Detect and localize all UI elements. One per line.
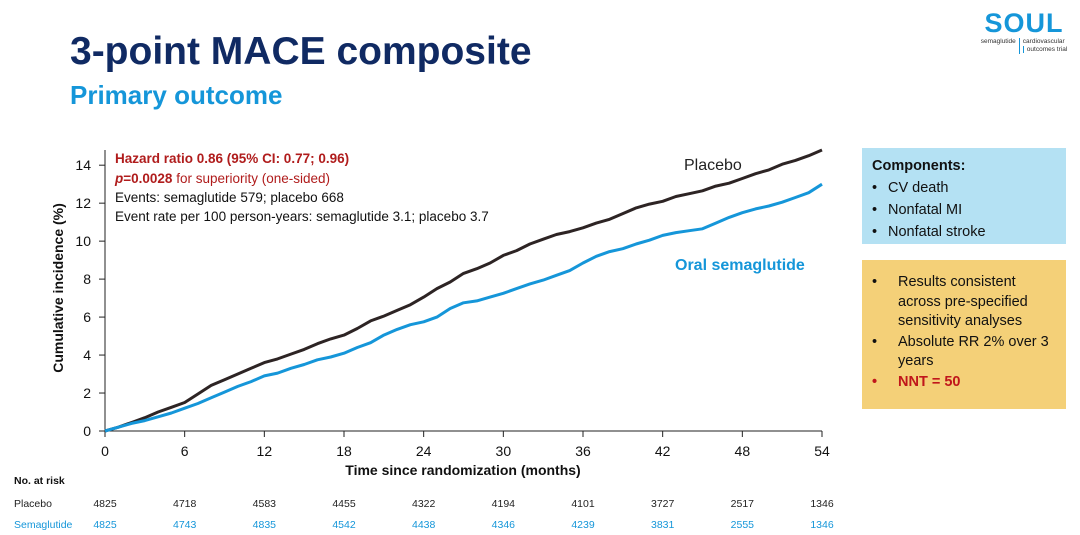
results-list: Results consistent across pre-specified … bbox=[872, 273, 1056, 392]
logo-wordmark: SOUL bbox=[984, 8, 1064, 38]
risk-cell-placebo: 4455 bbox=[332, 498, 356, 510]
slide-title: 3-point MACE composite bbox=[70, 30, 532, 73]
logo-tag-right-1: cardiovascular bbox=[1022, 38, 1065, 45]
risk-cell-placebo: 2517 bbox=[730, 498, 755, 510]
result-item: Absolute RR 2% over 3 years bbox=[872, 333, 1056, 372]
risk-cell-placebo: 4825 bbox=[93, 498, 117, 510]
x-axis-title: Time since randomization (months) bbox=[345, 462, 580, 478]
risk-table-heading: No. at risk bbox=[14, 475, 65, 487]
p-note: for superiority (one-sided) bbox=[172, 171, 330, 186]
soul-logo: SOUL semaglutide cardiovascular outcomes … bbox=[978, 8, 1070, 54]
components-list: CV death Nonfatal MI Nonfatal stroke bbox=[872, 177, 1056, 243]
components-heading: Components: bbox=[872, 158, 966, 174]
hazard-ratio-text: Hazard ratio 0.86 (95% CI: 0.77; 0.96) bbox=[115, 151, 349, 166]
risk-cell-placebo: 4194 bbox=[491, 498, 516, 510]
risk-cell-semaglutide: 3831 bbox=[650, 519, 675, 531]
x-tick-label: 54 bbox=[814, 443, 830, 459]
y-tick-label: 10 bbox=[75, 233, 91, 249]
risk-cell-placebo: 4101 bbox=[571, 498, 595, 510]
risk-cell-semaglutide: 4835 bbox=[252, 519, 277, 531]
logo-tag-right: cardiovascular outcomes trial bbox=[1018, 38, 1068, 54]
placebo-curve bbox=[104, 148, 823, 433]
component-item: Nonfatal stroke bbox=[872, 221, 1056, 243]
risk-cell-placebo: 3727 bbox=[650, 498, 675, 510]
semaglutide-curve bbox=[104, 182, 823, 433]
component-item: Nonfatal MI bbox=[872, 199, 1056, 221]
risk-cell-semaglutide: 4346 bbox=[491, 519, 516, 531]
x-tick-label: 48 bbox=[735, 443, 751, 459]
logo-tag-left: semaglutide bbox=[980, 38, 1016, 45]
x-tick-label: 30 bbox=[496, 443, 512, 459]
component-item: CV death bbox=[872, 177, 1056, 199]
y-tick-label: 12 bbox=[75, 195, 91, 211]
risk-cell-semaglutide: 4542 bbox=[332, 519, 356, 531]
y-tick-label: 8 bbox=[83, 271, 91, 287]
y-tick-label: 2 bbox=[83, 385, 91, 401]
x-tick-label: 18 bbox=[336, 443, 352, 459]
x-tick-label: 42 bbox=[655, 443, 671, 459]
y-tick-label: 4 bbox=[83, 347, 91, 363]
risk-cell-semaglutide: 4743 bbox=[172, 519, 197, 531]
y-axis-title: Cumulative incidence (%) bbox=[50, 203, 66, 373]
risk-cell-semaglutide: 2555 bbox=[730, 519, 755, 531]
risk-row-label-semaglutide: Semaglutide bbox=[14, 519, 73, 531]
logo-tag-right-2: outcomes trial bbox=[1022, 46, 1068, 53]
components-box: Components: CV death Nonfatal MI Nonfata… bbox=[862, 148, 1066, 244]
chart-axes bbox=[104, 150, 822, 432]
risk-cell-placebo: 4322 bbox=[411, 498, 436, 510]
y-tick-label: 6 bbox=[83, 309, 91, 325]
x-tick-label: 36 bbox=[575, 443, 591, 459]
x-tick-label: 6 bbox=[181, 443, 189, 459]
series-label-semaglutide: Oral semaglutide bbox=[675, 257, 805, 274]
risk-cell-semaglutide: 4438 bbox=[411, 519, 436, 531]
p-label: p bbox=[114, 171, 123, 186]
stats-annotation: Hazard ratio 0.86 (95% CI: 0.77; 0.96) p… bbox=[114, 151, 489, 224]
risk-cell-placebo: 4718 bbox=[172, 498, 197, 510]
p-value-text: p=0.0028 for superiority (one-sided) bbox=[114, 171, 330, 186]
risk-row-label-placebo: Placebo bbox=[14, 498, 52, 510]
x-tick-label: 0 bbox=[101, 443, 109, 459]
x-tick-label: 12 bbox=[257, 443, 273, 459]
chart-series bbox=[104, 148, 823, 433]
y-tick-label: 0 bbox=[83, 423, 91, 439]
series-label-placebo: Placebo bbox=[684, 157, 742, 174]
result-item: Results consistent across pre-specified … bbox=[872, 273, 1056, 332]
logo-tagline: semaglutide cardiovascular outcomes trial bbox=[978, 38, 1070, 54]
events-text: Events: semaglutide 579; placebo 668 bbox=[115, 190, 344, 205]
slide-subtitle: Primary outcome bbox=[70, 80, 283, 110]
event-rate-text: Event rate per 100 person-years: semaglu… bbox=[115, 209, 489, 224]
x-tick-label: 24 bbox=[416, 443, 432, 459]
p-value: =0.0028 bbox=[123, 171, 173, 186]
risk-cell-semaglutide: 4239 bbox=[571, 519, 595, 531]
nnt-item: NNT = 50 bbox=[872, 373, 1056, 393]
y-tick-label: 14 bbox=[75, 157, 91, 173]
risk-cell-placebo: 4583 bbox=[252, 498, 277, 510]
results-box: Results consistent across pre-specified … bbox=[862, 260, 1066, 409]
risk-cell-semaglutide: 4825 bbox=[93, 519, 117, 531]
risk-cell-placebo: 1346 bbox=[810, 498, 834, 510]
risk-cell-semaglutide: 1346 bbox=[810, 519, 834, 531]
